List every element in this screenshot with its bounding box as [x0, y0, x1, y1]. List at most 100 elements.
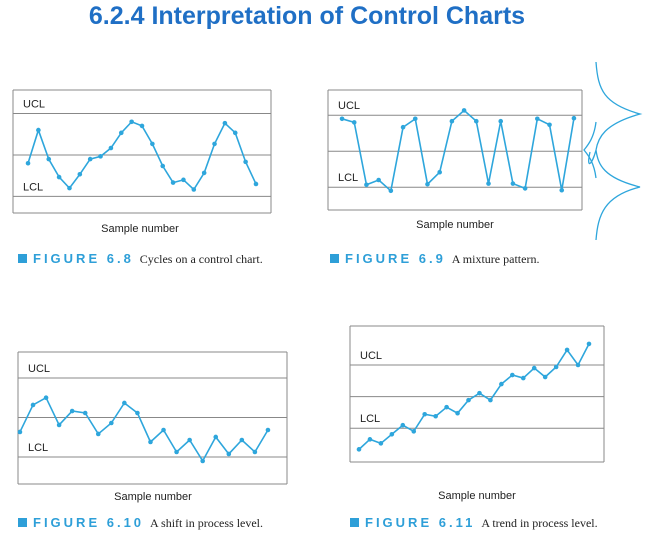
limit-label: LCL [360, 413, 380, 425]
x-axis-label: Sample number [438, 490, 516, 502]
data-point [25, 160, 31, 166]
data-point [388, 188, 394, 194]
data-point [564, 347, 570, 353]
data-point [376, 177, 381, 183]
limit-label: LCL [338, 172, 358, 184]
data-point [547, 122, 552, 128]
x-axis-label: Sample number [416, 219, 494, 231]
limit-label: UCL [23, 98, 45, 110]
data-point [95, 431, 101, 437]
data-point [226, 451, 232, 457]
data-point [575, 362, 581, 368]
data-point [531, 365, 537, 371]
data-line [19, 396, 269, 463]
data-point [535, 116, 540, 122]
data-line [358, 343, 590, 450]
data-point [56, 174, 62, 180]
data-point [253, 181, 259, 187]
caption: FIGURE 6.11 A trend in process level. [350, 515, 612, 531]
data-point [425, 181, 430, 187]
data-point [571, 115, 577, 121]
data-point [77, 172, 83, 177]
data-point [499, 381, 504, 387]
limit-label: UCL [28, 363, 50, 375]
figure-label: FIGURE 6.8 [18, 251, 134, 266]
data-point [455, 410, 460, 416]
data-point [160, 163, 166, 169]
data-point [444, 404, 449, 410]
data-point [473, 118, 479, 124]
data-point [87, 156, 93, 162]
data-point [488, 397, 493, 403]
data-point [36, 127, 41, 133]
data-point [510, 372, 515, 378]
data-point [56, 422, 62, 428]
data-point [389, 431, 395, 437]
data-point [46, 156, 52, 162]
data-point [265, 427, 271, 433]
data-point [191, 187, 197, 192]
data-point [466, 397, 471, 403]
data-point [461, 108, 467, 113]
data-point [542, 374, 548, 380]
caption-text: A mixture pattern. [451, 252, 540, 266]
data-point [232, 130, 238, 136]
data-point [17, 429, 23, 435]
data-point [174, 449, 179, 455]
data-point [122, 400, 127, 406]
data-line [341, 109, 575, 193]
x-axis-label: Sample number [114, 491, 192, 503]
data-point [378, 441, 384, 446]
limit-label: UCL [338, 100, 360, 112]
data-point [433, 413, 438, 419]
data-point [339, 116, 345, 122]
data-point [411, 429, 417, 434]
caption: FIGURE 6.8 Cycles on a control chart. [18, 251, 280, 267]
data-point [118, 130, 124, 136]
caption: FIGURE 6.10 A shift in process level. [18, 515, 318, 531]
page-title: 6.2.4 Interpretation of Control Charts [88, 2, 526, 30]
data-point [522, 186, 528, 191]
caption: FIGURE 6.9 A mixture pattern. [330, 251, 630, 267]
data-point [200, 458, 205, 464]
data-point [109, 420, 114, 426]
data-point [187, 437, 192, 443]
data-point [243, 159, 248, 165]
data-point [486, 181, 491, 186]
data-point [239, 437, 245, 443]
data-point [400, 422, 406, 428]
data-point [135, 410, 140, 416]
x-axis-label: Sample number [101, 223, 179, 235]
data-point [98, 154, 103, 159]
caption-text: Cycles on a control chart. [139, 252, 263, 266]
data-point [477, 390, 482, 396]
figure-label: FIGURE 6.11 [350, 515, 475, 530]
data-point [412, 116, 418, 122]
data-point [69, 408, 75, 414]
data-point [67, 185, 72, 191]
data-point [586, 341, 592, 347]
data-point [181, 177, 186, 183]
figure-label: FIGURE 6.9 [330, 251, 446, 266]
data-point [213, 434, 219, 440]
data-point [510, 181, 516, 186]
distribution-curves [583, 61, 643, 241]
data-point [222, 120, 228, 126]
data-point [82, 410, 88, 416]
data-point [161, 427, 166, 433]
data-point [356, 447, 362, 452]
data-point [129, 119, 134, 125]
data-point [400, 124, 406, 130]
data-point [364, 182, 369, 188]
caption-text: A trend in process level. [481, 516, 598, 530]
data-point [367, 437, 373, 442]
data-point [553, 364, 559, 370]
data-point [148, 439, 153, 445]
data-point [150, 141, 155, 147]
data-point [252, 449, 258, 455]
data-point [351, 120, 357, 125]
limit-label: UCL [360, 350, 382, 362]
data-point [139, 123, 145, 129]
